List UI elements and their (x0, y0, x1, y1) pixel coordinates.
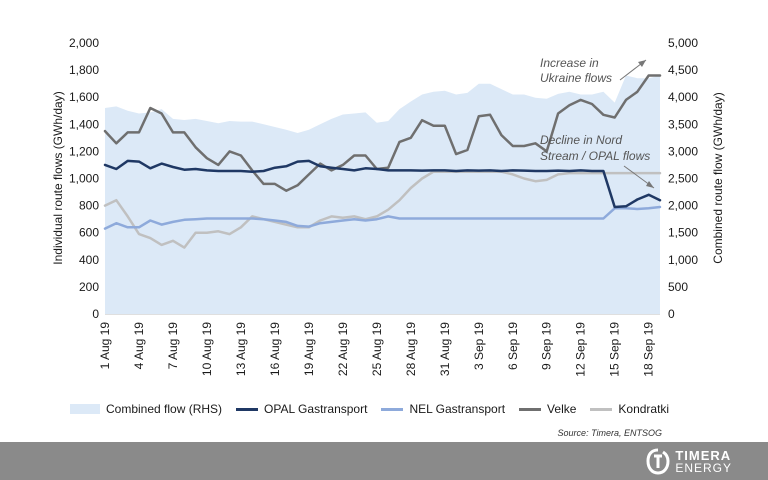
timera-logo: TIMERA ENERGY (645, 446, 732, 476)
right-tick-label: 4,500 (668, 63, 698, 77)
x-tick-label: 22 Aug 19 (336, 322, 350, 376)
annotation-nord-stream-line1: Decline in Nord (540, 133, 622, 147)
timera-logo-line2: ENERGY (675, 460, 732, 475)
right-tick-label: 4,000 (668, 90, 698, 104)
left-tick-label: 800 (79, 199, 99, 213)
right-axis-ticks: 0 500 1,000 1,500 2,000 2,500 3,000 3,500 4,000 4… (668, 36, 698, 321)
footer-bar (0, 442, 768, 480)
x-axis-ticks: 1 Aug 19 4 Aug 19 7 Aug 19 10 Aug 19 13 Aug … (98, 322, 656, 377)
legend-label-opal: OPAL Gastransport (264, 402, 368, 416)
legend-swatch-opal (236, 407, 259, 411)
legend-label-kondratki: Kondratki (618, 402, 670, 416)
right-tick-label: 1,000 (668, 253, 698, 267)
x-tick-label: 7 Aug 19 (166, 322, 180, 370)
combined-area-layer (105, 75, 660, 314)
left-tick-label: 0 (92, 307, 99, 321)
legend-item-opal: OPAL Gastransport (236, 402, 367, 416)
legend-swatch-combined (70, 404, 100, 414)
annotation-ukraine-arrowhead (638, 60, 646, 67)
right-tick-label: 5,000 (668, 36, 698, 50)
left-tick-label: 1,800 (69, 63, 99, 77)
x-tick-label: 25 Aug 19 (370, 322, 384, 376)
series-line-opal-gastransport (103, 159, 662, 209)
series-lines-layer (103, 74, 662, 249)
right-tick-label: 2,000 (668, 199, 698, 213)
right-tick-label: 0 (668, 307, 675, 321)
x-tick-label: 12 Sep 19 (574, 322, 588, 377)
legend-item-combined: Combined flow (RHS) (70, 402, 222, 416)
left-tick-label: 2,000 (69, 36, 99, 50)
annotation-ukraine-line2: Ukraine flows (540, 71, 612, 85)
annotation-nord-stream-arrowhead (646, 181, 654, 188)
right-tick-label: 500 (668, 280, 688, 294)
left-tick-label: 1,000 (69, 172, 99, 186)
annotation-ukraine: Increase in Ukraine flows (540, 56, 647, 85)
x-tick-label: 9 Sep 19 (540, 322, 554, 370)
combined-flow-area (105, 75, 660, 314)
x-tick-label: 6 Sep 19 (506, 322, 520, 370)
series-line-nel-gastransport (103, 205, 662, 230)
legend-label-nel: NEL Gastransport (409, 402, 506, 416)
right-tick-label: 3,500 (668, 117, 698, 131)
x-tick-label: 19 Aug 19 (302, 322, 316, 376)
left-tick-label: 600 (79, 226, 99, 240)
timera-logo-line1: TIMERA (675, 447, 732, 463)
legend-item-velke: Velke (519, 402, 576, 416)
timera-logo-icon (646, 448, 670, 475)
left-tick-label: 1,600 (69, 90, 99, 104)
legend-label-velke: Velke (547, 402, 577, 416)
x-tick-label: 16 Aug 19 (268, 322, 282, 376)
annotation-nord-stream: Decline in Nord Stream / OPAL flows (540, 133, 655, 189)
left-tick-label: 1,400 (69, 117, 99, 131)
right-tick-label: 3,000 (668, 144, 698, 158)
right-tick-label: 1,500 (668, 226, 698, 240)
x-tick-label: 18 Sep 19 (642, 322, 656, 377)
legend-item-kondratki: Kondratki (590, 402, 669, 416)
left-axis-ticks: 0 200 400 600 800 1,000 1,200 1,400 1,600 1,800 2,… (69, 36, 99, 321)
left-tick-label: 400 (79, 253, 99, 267)
legend-swatch-nel (381, 407, 404, 411)
x-tick-label: 1 Aug 19 (98, 322, 112, 370)
x-tick-label: 4 Aug 19 (132, 322, 146, 370)
right-axis-title: Combined route flow (GWh/day) (711, 92, 725, 263)
legend: Combined flow (RHS) OPAL Gastransport NE… (70, 400, 683, 418)
legend-label-combined: Combined flow (RHS) (106, 402, 223, 416)
left-tick-label: 1,200 (69, 144, 99, 158)
chart: 0 200 400 600 800 1,000 1,200 1,400 1,600 1,800 2,… (51, 36, 725, 377)
left-axis-title: Individual route flows (GWh/day) (51, 91, 65, 264)
annotation-nord-stream-line2: Stream / OPAL flows (540, 149, 650, 163)
series-line-kondratki (103, 170, 662, 249)
legend-swatch-kondratki (590, 407, 613, 411)
source-note: Source: Timera, ENTSOG (557, 428, 662, 438)
x-tick-label: 10 Aug 19 (200, 322, 214, 376)
x-tick-label: 15 Sep 19 (608, 322, 622, 377)
legend-swatch-velke (519, 407, 542, 411)
x-tick-label: 31 Aug 19 (438, 322, 452, 376)
x-tick-label: 13 Aug 19 (234, 322, 248, 376)
legend-item-nel: NEL Gastransport (381, 402, 505, 416)
x-tick-label: 3 Sep 19 (472, 322, 486, 370)
left-tick-label: 200 (79, 280, 99, 294)
x-tick-label: 28 Aug 19 (404, 322, 418, 376)
series-line-velke (103, 74, 662, 192)
annotation-ukraine-line1: Increase in (540, 56, 599, 70)
right-tick-label: 2,500 (668, 172, 698, 186)
